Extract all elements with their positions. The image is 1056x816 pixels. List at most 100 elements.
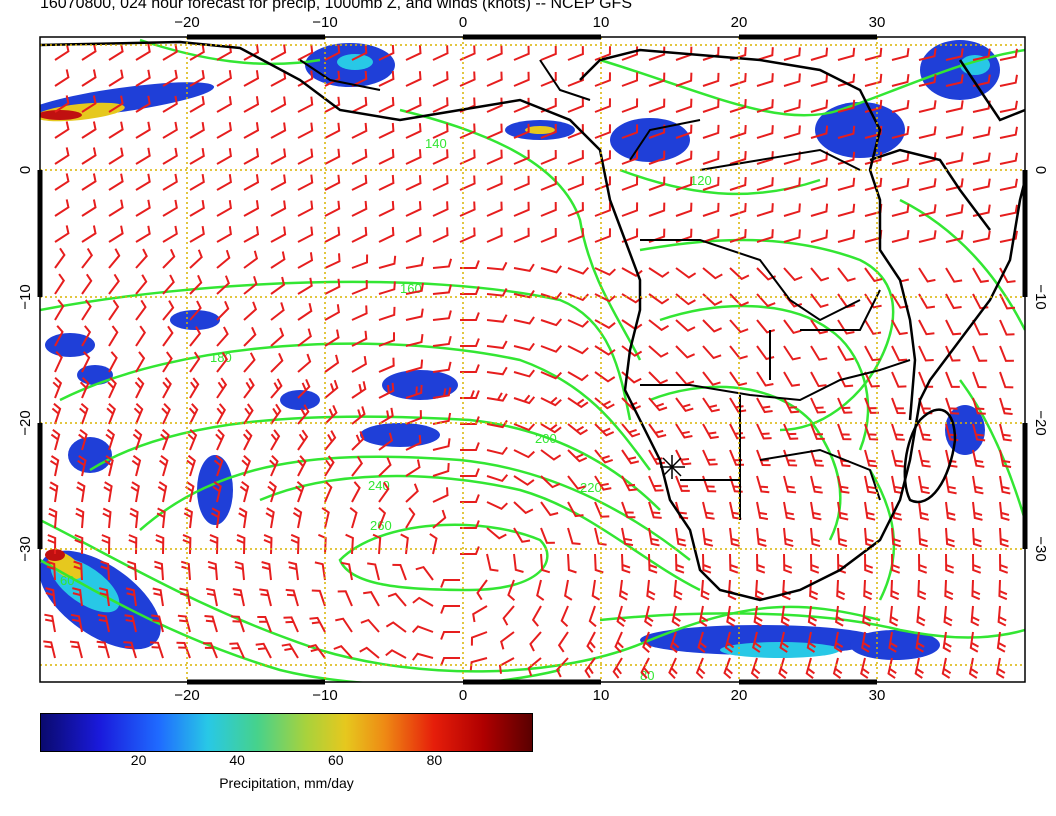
- wind-barb: [810, 423, 825, 440]
- wind-barb: [102, 507, 112, 529]
- wind-barb: [756, 475, 770, 494]
- wind-barb: [405, 97, 422, 113]
- wind-barb: [135, 199, 151, 217]
- wind-barb: [108, 351, 118, 373]
- lat-lon-grid: [40, 37, 1025, 682]
- wind-barb: [270, 70, 287, 87]
- wind-barb: [297, 455, 307, 477]
- wind-barb: [351, 200, 368, 217]
- wind-barb: [648, 293, 670, 305]
- colorbar-tick-label: 80: [426, 752, 443, 768]
- wind-barb: [756, 73, 774, 87]
- wind-barb: [162, 43, 178, 61]
- wind-barb: [44, 613, 56, 633]
- wind-barb: [432, 258, 453, 269]
- wind-barb: [101, 534, 111, 555]
- wind-barb: [621, 176, 639, 191]
- wind-barb: [648, 319, 670, 332]
- wind-barb: [783, 99, 801, 113]
- wind-barb: [995, 657, 1006, 679]
- wind-barb: [837, 527, 848, 548]
- wind-barb: [621, 527, 634, 547]
- wind-barb: [702, 267, 723, 280]
- wind-barb: [513, 97, 530, 113]
- wind-barb: [270, 403, 282, 425]
- wind-barb: [756, 501, 769, 521]
- wind-barb: [486, 314, 508, 323]
- wind-barb: [648, 553, 658, 574]
- wind-barb: [189, 121, 205, 139]
- wind-barb: [810, 319, 829, 335]
- wind-barb: [108, 121, 124, 139]
- wind-barb: [970, 605, 980, 627]
- wind-barb: [54, 325, 64, 347]
- wind-barb: [486, 288, 508, 297]
- wind-barb: [540, 45, 557, 61]
- wind-barb: [837, 267, 856, 282]
- wind-barb: [378, 481, 390, 503]
- wind-barb: [891, 99, 910, 113]
- wind-barb: [162, 225, 178, 243]
- wind-barb: [385, 621, 407, 633]
- wind-barb: [189, 199, 205, 217]
- y-tick-label: −10: [17, 284, 34, 309]
- wind-barb: [594, 553, 604, 574]
- wind-barb: [324, 148, 341, 165]
- wind-barb: [999, 204, 1018, 217]
- wind-barb: [486, 227, 503, 243]
- wind-barb: [783, 47, 801, 61]
- wind-barb: [188, 403, 199, 425]
- wind-barb: [162, 69, 178, 87]
- wind-barb: [108, 325, 119, 347]
- wind-barb: [621, 228, 639, 243]
- wind-barb: [270, 174, 287, 191]
- wind-barb: [918, 449, 931, 468]
- wind-barb: [729, 293, 749, 307]
- wind-barb: [160, 428, 170, 451]
- wind-barb: [945, 475, 957, 495]
- wind-barb: [405, 434, 422, 451]
- wind-barb: [48, 507, 58, 529]
- wind-barb: [513, 342, 535, 352]
- wind-barb: [243, 174, 260, 191]
- wind-barb: [216, 148, 232, 165]
- wind-barb: [162, 121, 178, 139]
- wind-barb: [378, 96, 395, 113]
- wind-barb: [129, 507, 139, 529]
- wind-barb: [486, 340, 508, 350]
- wind-barb: [76, 481, 86, 503]
- wind-barb: [202, 642, 218, 659]
- wind-barb: [405, 410, 422, 425]
- wind-barb: [351, 96, 368, 113]
- wind-barb: [204, 615, 218, 633]
- wind-barb: [216, 122, 232, 139]
- wind-barb: [309, 616, 326, 633]
- wind-barb: [378, 281, 396, 295]
- wind-barb: [378, 174, 395, 191]
- wind-barb: [324, 455, 335, 477]
- wind-barb: [918, 345, 934, 362]
- wind-barb: [162, 351, 173, 373]
- wind-barb: [351, 70, 368, 87]
- wind-barb: [238, 507, 248, 529]
- wind-barb: [351, 44, 368, 61]
- wind-barb: [861, 631, 871, 653]
- wind-barb: [621, 553, 631, 574]
- wind-barb: [81, 43, 97, 61]
- wind-barb: [351, 381, 367, 399]
- wind-barb: [671, 605, 681, 627]
- wind-barb: [945, 345, 961, 362]
- wind-barb: [108, 199, 124, 217]
- wind-barb: [918, 178, 937, 191]
- wind-barb: [108, 273, 120, 295]
- wind-barb: [972, 230, 991, 243]
- wind-barb: [945, 397, 960, 415]
- wind-barb: [891, 47, 910, 61]
- frame-ticks: [37, 34, 1028, 685]
- wind-barb: [351, 305, 368, 321]
- wind-barb: [999, 501, 1010, 521]
- wind-barb: [914, 657, 924, 679]
- wind-barb: [486, 97, 503, 113]
- colorbar-tick-label: 60: [328, 752, 344, 768]
- wind-barb: [972, 74, 991, 87]
